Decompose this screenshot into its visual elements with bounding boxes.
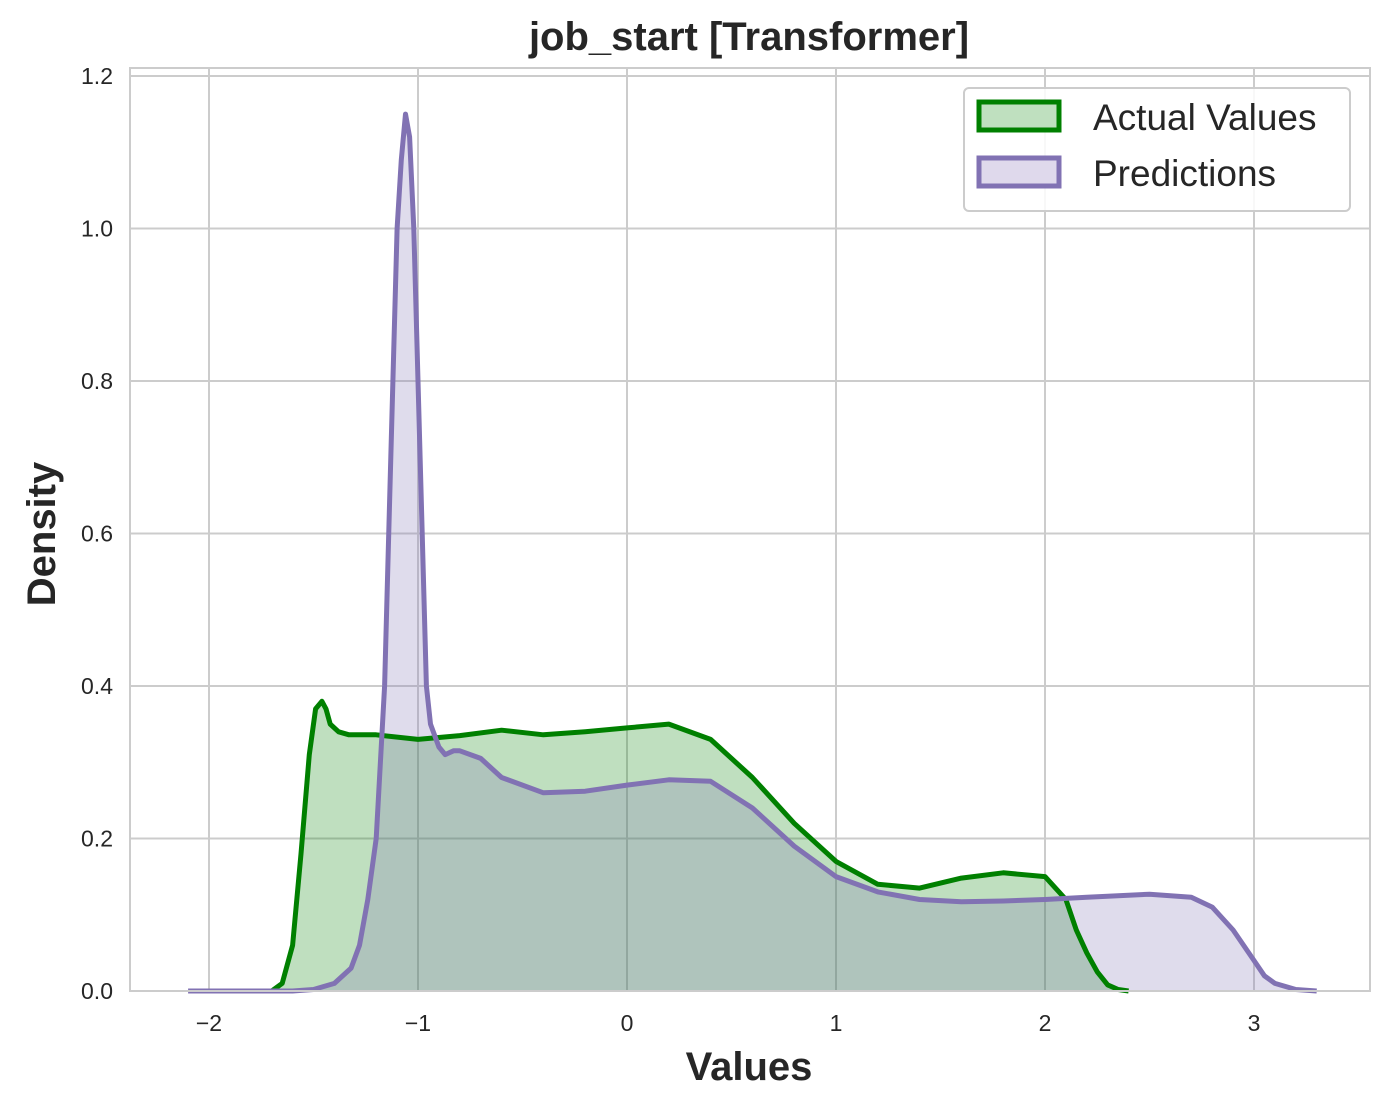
y-axis-label: Density xyxy=(20,461,64,606)
x-axis-ticks: −2 −1 0 1 2 3 xyxy=(196,1010,1261,1036)
y-tick-label: 0.4 xyxy=(81,673,113,699)
y-tick-label: 0.0 xyxy=(81,978,113,1004)
x-tick-label: −2 xyxy=(196,1010,222,1036)
x-tick-label: −1 xyxy=(405,1010,431,1036)
x-tick-label: 3 xyxy=(1248,1010,1261,1036)
y-tick-label: 0.2 xyxy=(81,826,113,852)
legend-swatch xyxy=(976,99,1062,133)
series-fill-actual-values xyxy=(271,701,1129,991)
legend-items: Actual Values Predictions xyxy=(976,97,1317,194)
legend: Actual Values Predictions xyxy=(963,87,1351,212)
legend-label: Predictions xyxy=(1093,153,1276,194)
legend-label: Actual Values xyxy=(1093,97,1317,138)
series-fill-predictions xyxy=(188,114,1317,992)
legend-swatch xyxy=(976,155,1062,189)
y-tick-label: 1.2 xyxy=(81,63,113,89)
plot-frame xyxy=(129,67,1371,992)
series-line-actual-values xyxy=(270,698,1129,994)
y-tick-label: 1.0 xyxy=(81,216,113,242)
series-lines xyxy=(188,111,1317,994)
series-fills xyxy=(188,114,1317,992)
chart-title: job_start [Transformer] xyxy=(528,15,969,59)
series-line-predictions xyxy=(188,111,1317,994)
x-tick-label: 2 xyxy=(1039,1010,1052,1036)
gridlines xyxy=(130,68,1370,992)
y-tick-label: 0.8 xyxy=(81,368,113,394)
x-tick-label: 1 xyxy=(830,1010,843,1036)
x-axis-label: Values xyxy=(686,1045,813,1089)
y-axis-ticks: 0.0 0.2 0.4 0.6 0.8 1.0 1.2 xyxy=(81,63,113,1004)
x-tick-label: 0 xyxy=(621,1010,634,1036)
y-tick-label: 0.6 xyxy=(81,521,113,547)
